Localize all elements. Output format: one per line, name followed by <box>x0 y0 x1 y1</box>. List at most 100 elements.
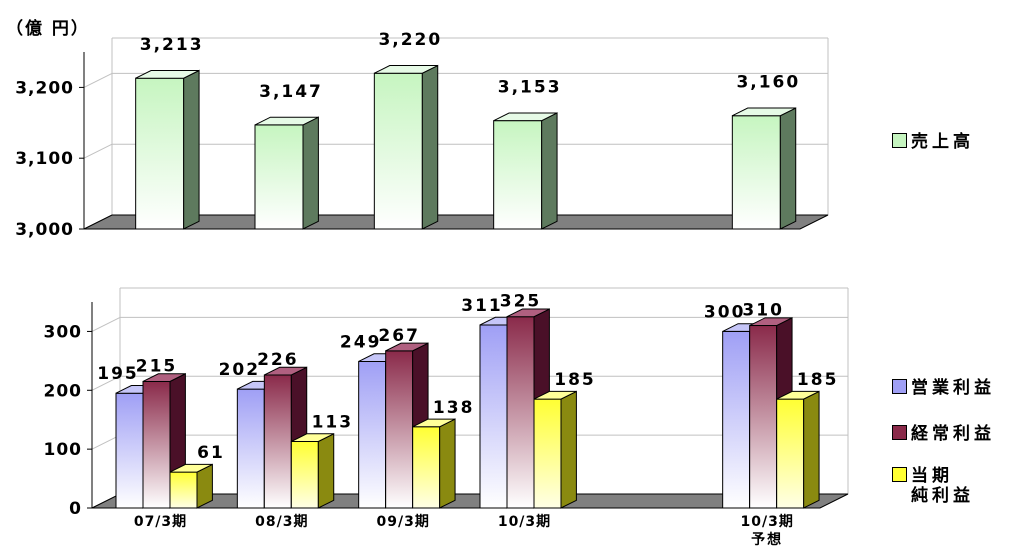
bottom-bar-s2-4-front <box>776 398 805 509</box>
bottom-bar-label: 185 <box>797 370 839 390</box>
legend-swatch-operating-profit <box>892 379 907 394</box>
top-bar-0-top <box>135 69 200 79</box>
top-bar-0-front <box>135 77 185 230</box>
x-tick-label: 10/3期 <box>740 514 793 530</box>
bottom-bar-label: 195 <box>97 364 139 384</box>
bottom-bar-s2-0-top <box>169 463 213 473</box>
top-bar-2-front <box>373 72 423 230</box>
legend-swatch-sales <box>892 133 907 148</box>
legend-top: 売上高 <box>892 132 974 152</box>
legend-label-ordinary-profit: 経常利益 <box>911 424 995 444</box>
bottom-bar-s2-3-top <box>533 390 577 400</box>
legend-swatch-net-profit <box>892 467 907 482</box>
top-bar-4-side <box>779 107 797 230</box>
bottom-bar-s2-4-top <box>776 390 820 400</box>
bottom-bar-s1-2-front <box>385 350 414 509</box>
bottom-bar-s1-2-top <box>385 342 429 352</box>
bottom-bar-s2-1-front <box>290 440 319 509</box>
bottom-bar-label: 249 <box>340 332 382 352</box>
legend-label-net-profit-line1: 当期 <box>911 466 953 486</box>
bottom-bar-s1-4-top <box>749 317 793 327</box>
top-bar-1-top <box>254 116 319 126</box>
top-bar-4-top <box>732 107 796 117</box>
bottom-bar-s1-1-top <box>264 366 307 376</box>
top-y-tick-label: 3,200 <box>15 78 74 98</box>
bottom-gridline-side <box>91 375 121 391</box>
top-bar-label: 3,213 <box>140 35 204 55</box>
legend-bottom: 営業利益 経常利益 当期 純利益 <box>892 378 995 506</box>
x-tick-label: 09/3期 <box>376 514 429 530</box>
legend-label-operating-profit: 営業利益 <box>911 378 995 398</box>
bottom-y-tick-label: 300 <box>44 322 83 342</box>
bottom-bar-s1-4-front <box>749 325 778 509</box>
legend-swatch-ordinary-profit <box>892 425 907 440</box>
x-tick-label-line2: 予想 <box>751 531 783 548</box>
unit-label: （億 円） <box>6 19 90 39</box>
bottom-bar-s0-0-front <box>115 392 144 509</box>
top-gridline-side <box>83 143 113 159</box>
legend-item-operating-profit: 営業利益 <box>892 378 995 398</box>
bottom-y-tick-label: 200 <box>44 381 83 401</box>
bottom-bar-s0-3-front <box>479 324 508 509</box>
bottom-bar-label: 202 <box>219 360 261 380</box>
bottom-bar-s2-1-top <box>291 433 334 442</box>
bottom-bar-s2-2-side <box>439 418 456 509</box>
top-y-tick-label: 3,000 <box>15 220 74 240</box>
bottom-bar-s0-1-front <box>236 388 265 509</box>
bottom-bar-s1-1-front <box>263 374 292 509</box>
bottom-bar-s0-2-front <box>358 360 387 509</box>
top-bar-2-side <box>421 64 439 230</box>
bottom-bar-s1-0-top <box>142 373 186 382</box>
top-bar-1-front <box>254 124 304 230</box>
bottom-bar-label: 138 <box>433 398 475 418</box>
top-bar-label: 3,153 <box>498 78 562 98</box>
bottom-bar-label: 215 <box>136 356 178 376</box>
top-bar-label: 3,220 <box>378 30 442 50</box>
bottom-bar-s2-0-front <box>169 471 198 509</box>
top-bar-3-front <box>493 120 543 230</box>
bottom-bar-label: 310 <box>742 301 784 321</box>
bottom-bar-label: 311 <box>461 296 503 316</box>
top-bar-1-side <box>302 116 319 230</box>
bottom-bar-s2-2-front <box>412 426 441 509</box>
bottom-bar-s2-3-side <box>560 390 577 509</box>
bottom-bar-label: 325 <box>500 292 542 312</box>
legend-item-sales: 売上高 <box>892 132 974 152</box>
top-bar-2-top <box>374 65 438 74</box>
bottom-bar-s1-3-front <box>506 316 535 509</box>
bottom-bar-s2-3-front <box>533 398 562 509</box>
legend-item-ordinary-profit: 経常利益 <box>892 424 995 444</box>
bottom-bar-label: 113 <box>312 412 354 432</box>
top-chart: 3,000 3,100 3,200 3,213 3,147 3,220 3,153 3,160 <box>15 30 829 240</box>
x-tick-label: 07/3期 <box>134 514 187 530</box>
bottom-bar-s2-4-side <box>803 390 820 509</box>
bottom-bar-s2-1-side <box>317 432 335 509</box>
legend-item-net-profit: 当期 純利益 <box>892 466 995 506</box>
bottom-bar-label: 267 <box>378 326 420 346</box>
bottom-y-tick-label: 100 <box>44 440 83 460</box>
bottom-bar-label: 300 <box>704 302 746 322</box>
bottom-bar-s0-4-front <box>722 330 751 509</box>
top-bar-label: 3,147 <box>259 82 323 102</box>
top-gridline-side <box>83 72 113 88</box>
bottom-bar-label: 185 <box>554 370 596 390</box>
top-bar-3-top <box>493 112 558 122</box>
bottom-y-tick-label: 0 <box>69 499 82 519</box>
x-tick-label: 10/3期 <box>498 514 551 530</box>
bottom-gridline-side <box>91 434 121 450</box>
bottom-gridline-side <box>91 316 121 332</box>
top-bar-3-side <box>541 112 558 230</box>
top-bar-label: 3,160 <box>736 73 800 93</box>
bottom-bar-label: 61 <box>197 443 225 463</box>
x-tick-label: 08/3期 <box>255 514 308 530</box>
legend-label-net-profit-line2: 純利益 <box>911 486 974 506</box>
bottom-bar-s2-2-top <box>412 418 456 428</box>
bottom-bar-s1-0-front <box>142 380 171 509</box>
bottom-bar-s1-3-top <box>506 308 550 318</box>
legend-label-sales: 売上高 <box>911 132 974 152</box>
bottom-bar-label: 226 <box>257 350 299 370</box>
top-bar-4-front <box>731 115 781 230</box>
